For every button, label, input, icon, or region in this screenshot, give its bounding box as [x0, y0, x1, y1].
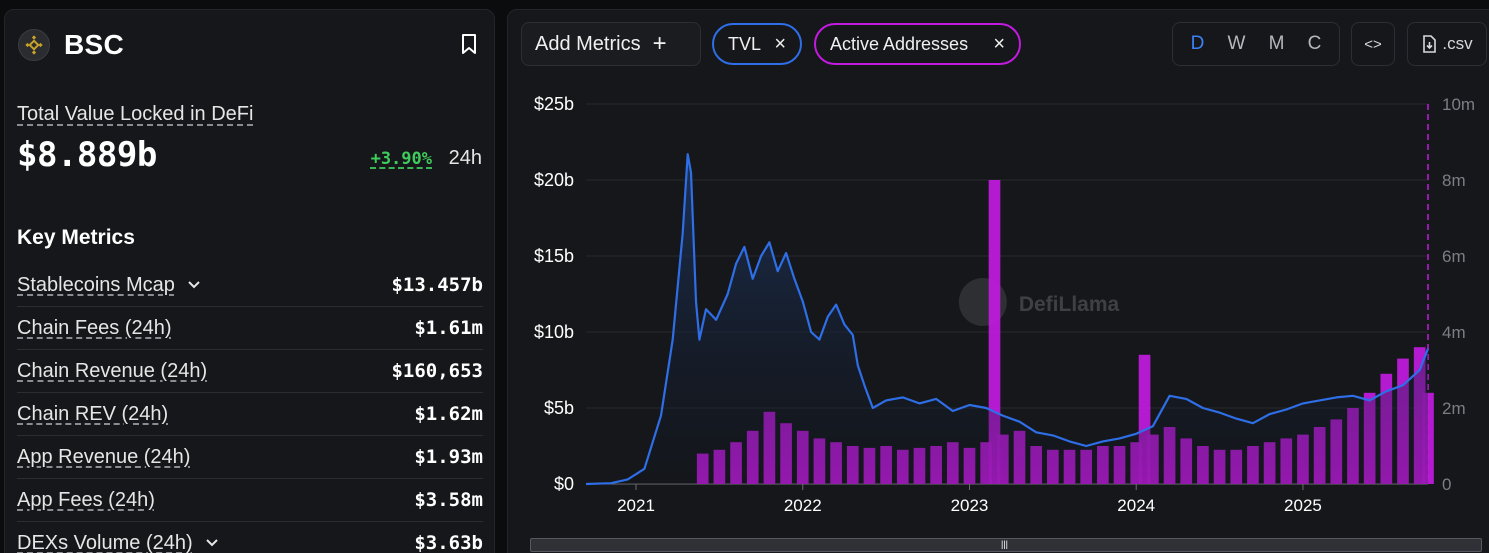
x-axis-tick: 2021	[617, 496, 655, 515]
chain-header: BSC	[18, 27, 124, 63]
time-range-brush[interactable]: |||	[530, 538, 1482, 552]
y-axis-left-tick: $0	[554, 474, 574, 494]
x-axis-tick: 2022	[784, 496, 822, 515]
chevron-down-icon[interactable]	[187, 280, 201, 290]
tvl-period: 24h	[448, 147, 482, 169]
metric-label-stablecoins-mcap[interactable]: Stablecoins Mcap	[17, 274, 201, 297]
metric-value: $1.61m	[414, 317, 483, 339]
metric-label-text: DEXs Volume (24h)	[17, 531, 193, 553]
y-axis-right-tick: 2m	[1442, 399, 1466, 418]
close-icon[interactable]: ×	[993, 32, 1005, 55]
csv-label: .csv	[1442, 34, 1473, 53]
chevron-down-icon[interactable]	[205, 538, 219, 548]
plus-icon: +	[652, 30, 667, 57]
metric-row-app-revenue: App Revenue (24h) $1.93m	[17, 436, 483, 479]
chain-name: BSC	[64, 29, 125, 60]
chart-panel: Add Metrics + TVL × Active Addresses × D…	[507, 9, 1489, 553]
metric-label: Chain Fees (24h)	[17, 316, 172, 339]
y-axis-left-tick: $10b	[534, 322, 574, 342]
bookmark-icon[interactable]	[458, 32, 480, 56]
x-axis-tick: 2024	[1117, 496, 1155, 515]
tvl-label: Total Value Locked in DeFi	[17, 103, 254, 125]
key-metrics-title: Key Metrics	[17, 226, 135, 249]
code-icon: <>	[1364, 35, 1382, 53]
y-axis-right-tick: 0	[1442, 475, 1451, 494]
y-axis-right-tick: 10m	[1442, 95, 1475, 114]
tvl-active-addresses-chart[interactable]: $0 $5b $10b $15b $20b $25b 0 2m 4m 6m 8m 10m 2021 202…	[508, 10, 1489, 540]
metric-pill-tvl[interactable]: TVL ×	[712, 23, 802, 65]
metric-value: $1.62m	[414, 403, 483, 425]
y-axis-left-tick: $5b	[544, 398, 574, 418]
tvl-value: $8.889b	[17, 135, 157, 175]
grouping-monthly-button[interactable]: M	[1268, 33, 1285, 54]
metric-label: App Revenue (24h)	[17, 445, 191, 468]
metric-value: $13.457b	[391, 274, 483, 296]
y-axis-left-tick: $15b	[534, 246, 574, 266]
y-axis-left-tick: $25b	[534, 94, 574, 114]
metric-row-chain-rev: Chain REV (24h) $1.62m	[17, 393, 483, 436]
grouping-selector: D W M C	[1172, 22, 1340, 66]
metric-value: $3.58m	[414, 489, 483, 511]
metrics-list: Stablecoins Mcap $13.457b Chain Fees (24…	[17, 264, 483, 553]
metric-value: $1.93m	[414, 446, 483, 468]
tvl-line	[585, 153, 1430, 486]
metric-row-dexs-volume[interactable]: DEXs Volume (24h) $3.63b	[17, 522, 483, 553]
csv-download-button[interactable]: .csv	[1407, 22, 1487, 66]
tvl-change: +3.90%	[370, 149, 432, 169]
bnb-logo-icon	[18, 29, 50, 61]
close-icon[interactable]: ×	[774, 32, 786, 55]
metric-label: Chain REV (24h)	[17, 402, 169, 425]
metric-label: Chain Revenue (24h)	[17, 359, 208, 382]
y-axis-right-tick: 6m	[1442, 247, 1466, 266]
metric-row-app-fees: App Fees (24h) $3.58m	[17, 479, 483, 522]
metric-row-chain-fees: Chain Fees (24h) $1.61m	[17, 307, 483, 350]
metric-label-text: Stablecoins Mcap	[17, 273, 175, 296]
active-addresses-bar	[1138, 354, 1151, 484]
y-axis-right-tick: 4m	[1442, 323, 1466, 342]
grouping-daily-button[interactable]: D	[1190, 33, 1205, 54]
y-axis-left-tick: $20b	[534, 170, 574, 190]
metric-row-stablecoins-mcap[interactable]: Stablecoins Mcap $13.457b	[17, 264, 483, 307]
tvl-area	[586, 154, 1428, 484]
metric-label-dexs-volume[interactable]: DEXs Volume (24h)	[17, 532, 219, 553]
metric-pill-label: Active Addresses	[830, 33, 969, 54]
x-axis-tick: 2025	[1284, 496, 1322, 515]
chain-overview-panel: BSC Total Value Locked in DeFi $8.889b +…	[4, 9, 495, 553]
defillama-watermark: DefiLlama	[958, 278, 1120, 326]
add-metrics-button[interactable]: Add Metrics +	[521, 22, 701, 66]
grouping-weekly-button[interactable]: W	[1227, 33, 1246, 54]
metric-pill-label: TVL	[728, 33, 762, 54]
y-axis-right-tick: 8m	[1442, 171, 1466, 190]
embed-button[interactable]: <>	[1351, 22, 1395, 66]
add-metrics-label: Add Metrics	[535, 32, 641, 55]
metric-pill-active-addresses[interactable]: Active Addresses ×	[814, 23, 1021, 65]
grouping-cumulative-button[interactable]: C	[1307, 33, 1322, 54]
brush-handle[interactable]: |||	[1001, 539, 1009, 549]
metric-value: $160,653	[391, 360, 483, 382]
download-icon	[1423, 35, 1437, 53]
metric-label: App Fees (24h)	[17, 488, 155, 511]
metric-value: $3.63b	[414, 532, 483, 553]
x-axis-tick: 2023	[951, 496, 989, 515]
metric-row-chain-revenue: Chain Revenue (24h) $160,653	[17, 350, 483, 393]
active-addresses-bar	[988, 180, 1001, 484]
watermark-text: DefiLlama	[1019, 293, 1120, 316]
